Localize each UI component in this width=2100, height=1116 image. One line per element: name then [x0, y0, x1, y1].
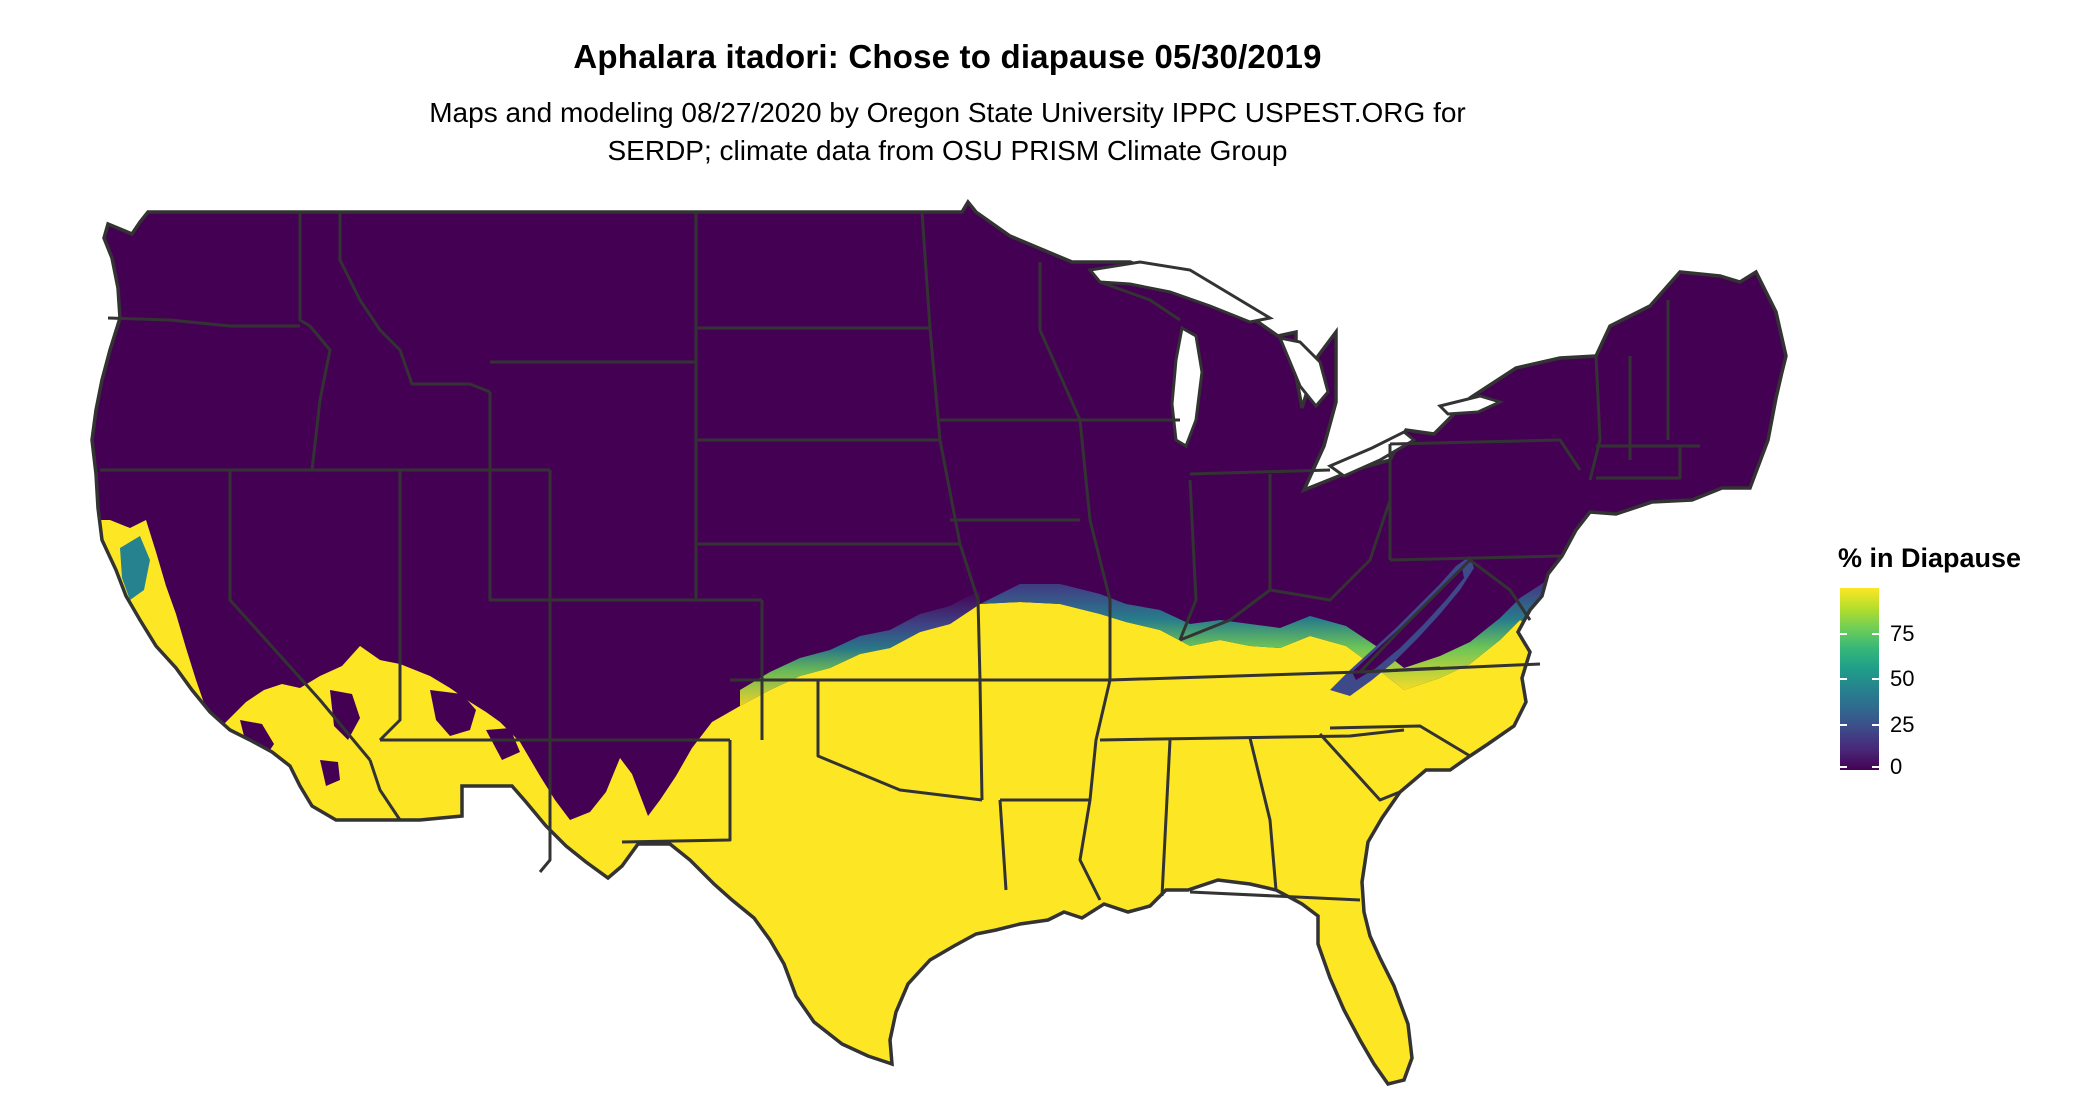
legend-tick-label-50: 50	[1890, 666, 1915, 691]
lake-michigan	[1170, 325, 1204, 449]
southwest-low-patch-2	[330, 690, 360, 740]
border-nc-va	[1359, 662, 1541, 674]
legend-title: % in Diapause	[1838, 543, 2022, 573]
border-dakotas-mn	[920, 211, 942, 441]
lake-superior	[1087, 260, 1275, 324]
border-mississippi	[1078, 419, 1112, 901]
southwest-low-patch-5	[320, 760, 340, 786]
legend-tick-mark-right	[1872, 766, 1879, 768]
transition-band-east	[980, 548, 1622, 690]
border-la-tx	[998, 799, 1008, 891]
map-title: Aphalara itadori: Chose to diapause 05/3…	[573, 38, 1322, 75]
border-wa-id	[298, 212, 311, 328]
legend-tick-mark-0	[1840, 766, 1847, 768]
border-md-va	[1469, 558, 1532, 621]
legend-tick-mark-right	[1872, 678, 1879, 680]
border-wy-co	[488, 470, 762, 602]
subtitle-line-1: Maps and modeling 08/27/2020 by Oregon S…	[429, 97, 1466, 128]
border-mn-wi	[1038, 262, 1082, 421]
border-ok-tx	[816, 680, 983, 802]
diapause-raster	[92, 202, 1786, 1084]
border-ct-ri	[1596, 446, 1682, 480]
border-mi-south	[1189, 468, 1331, 476]
border-id-mt	[338, 212, 491, 394]
legend-tick-mark-right	[1872, 723, 1879, 726]
border-il-in	[1178, 479, 1198, 641]
map-subtitle: Maps and modeling 08/27/2020 by Oregon S…	[0, 94, 1895, 170]
southwest-low-patch-1	[430, 690, 476, 736]
legend-tick-mark-25	[1840, 723, 1847, 726]
border-id-south	[312, 392, 492, 472]
border-mo	[976, 599, 1110, 682]
border-in-ky	[1179, 588, 1271, 642]
border-ms-al	[1160, 739, 1172, 897]
border-or-id	[308, 325, 332, 471]
lake-ontario	[1437, 394, 1505, 416]
border-tn-south	[1099, 728, 1405, 742]
border-wa-or	[107, 316, 300, 328]
southwest-low-patch-4	[486, 728, 520, 760]
border-va-wv	[1358, 558, 1472, 674]
border-mi-up	[1099, 280, 1181, 322]
legend-tick-label-0: 0	[1890, 754, 1903, 779]
west-coast-transition	[120, 536, 150, 600]
border-ga-sc	[1318, 732, 1401, 802]
legend-tick-mark-50	[1840, 678, 1847, 680]
border-pa-ny	[1389, 438, 1582, 471]
border-ga-fl	[1189, 890, 1361, 902]
state-borders	[100, 211, 1700, 902]
border-plains-east	[938, 439, 980, 601]
legend-tick-label-75: 75	[1890, 620, 1915, 646]
border-az-nm	[538, 740, 552, 873]
border-al-ga	[1248, 737, 1278, 891]
legend-tick-mark-75	[1840, 632, 1847, 635]
border-nm-tx	[621, 740, 732, 844]
transition-band-plains	[740, 590, 980, 706]
border-nv-ut	[378, 470, 402, 742]
border-ny-ne	[1588, 355, 1602, 481]
border-sc-nc	[1329, 724, 1471, 758]
legend-tick-label-25: 25	[1890, 711, 1915, 737]
legend-tick-mark-right	[1872, 632, 1879, 635]
subtitle-line-2: SERDP; climate data from OSU PRISM Clima…	[607, 135, 1288, 166]
border-pa-md	[1389, 554, 1561, 562]
border-wv-oh	[1269, 499, 1392, 602]
border-az-ca	[368, 759, 402, 821]
lake-huron	[1277, 335, 1330, 409]
border-ca-nv	[228, 470, 372, 761]
